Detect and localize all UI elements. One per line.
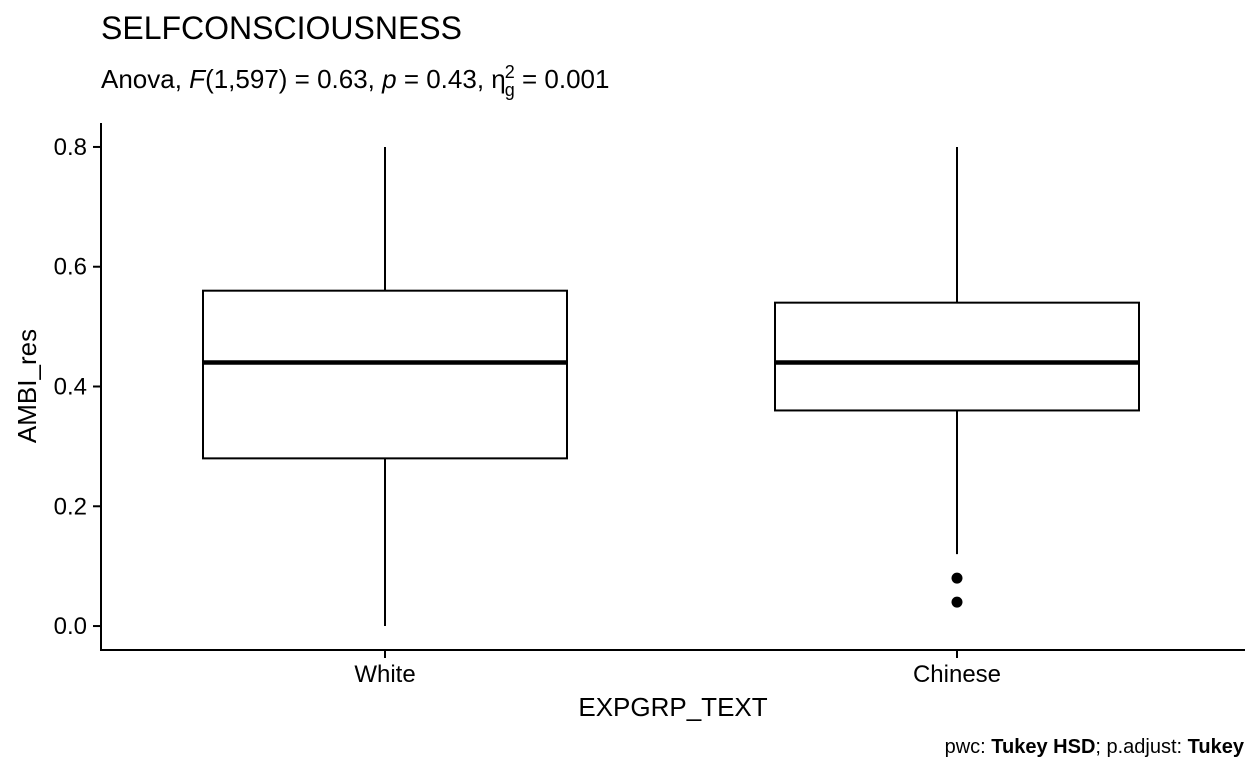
y-tick-label: 0.0 bbox=[54, 613, 87, 640]
box-iqr bbox=[202, 289, 568, 460]
y-tick-label: 0.2 bbox=[54, 493, 87, 520]
caption-pwc-label: pwc: bbox=[945, 736, 992, 758]
subtitle-eta-value: = 0.001 bbox=[515, 64, 610, 94]
caption-padj-label: ; p.adjust: bbox=[1095, 736, 1187, 758]
plot-area bbox=[202, 146, 1140, 627]
subtitle-p-symbol: p bbox=[381, 64, 396, 94]
y-tick-label: 0.4 bbox=[54, 374, 87, 401]
outlier-point bbox=[951, 596, 963, 608]
subtitle-eta-sup: 2 bbox=[505, 62, 515, 82]
box-chinese bbox=[774, 146, 1140, 608]
x-tick-label: White bbox=[354, 661, 415, 688]
caption-pwc-value: Tukey HSD bbox=[991, 736, 1095, 758]
subtitle-prefix: Anova, bbox=[101, 64, 189, 94]
subtitle-eta-symbol: η bbox=[491, 64, 505, 94]
y-tick-label: 0.6 bbox=[54, 254, 87, 281]
subtitle-eta-sub: g bbox=[505, 80, 515, 100]
subtitle-p-value: = 0.43, bbox=[397, 64, 492, 94]
subtitle-f-symbol: F bbox=[189, 64, 207, 94]
outlier-point bbox=[951, 572, 963, 584]
y-axis-title: AMBI_res bbox=[12, 329, 42, 443]
subtitle-f-args: (1,597) = 0.63, bbox=[205, 64, 382, 94]
chart-caption: pwc: Tukey HSD; p.adjust: Tukey bbox=[945, 736, 1245, 758]
y-tick-label: 0.8 bbox=[54, 134, 87, 161]
caption-padj-value: Tukey bbox=[1188, 736, 1245, 758]
box-white bbox=[202, 146, 568, 627]
box-iqr bbox=[774, 301, 1140, 412]
chart-subtitle: Anova, F(1,597) = 0.63, p = 0.43, η2 g = … bbox=[101, 62, 609, 100]
chart-title: SELFCONSCIOUSNESS bbox=[101, 10, 462, 46]
x-tick-label: Chinese bbox=[913, 661, 1001, 688]
x-axis-title: EXPGRP_TEXT bbox=[578, 692, 767, 722]
